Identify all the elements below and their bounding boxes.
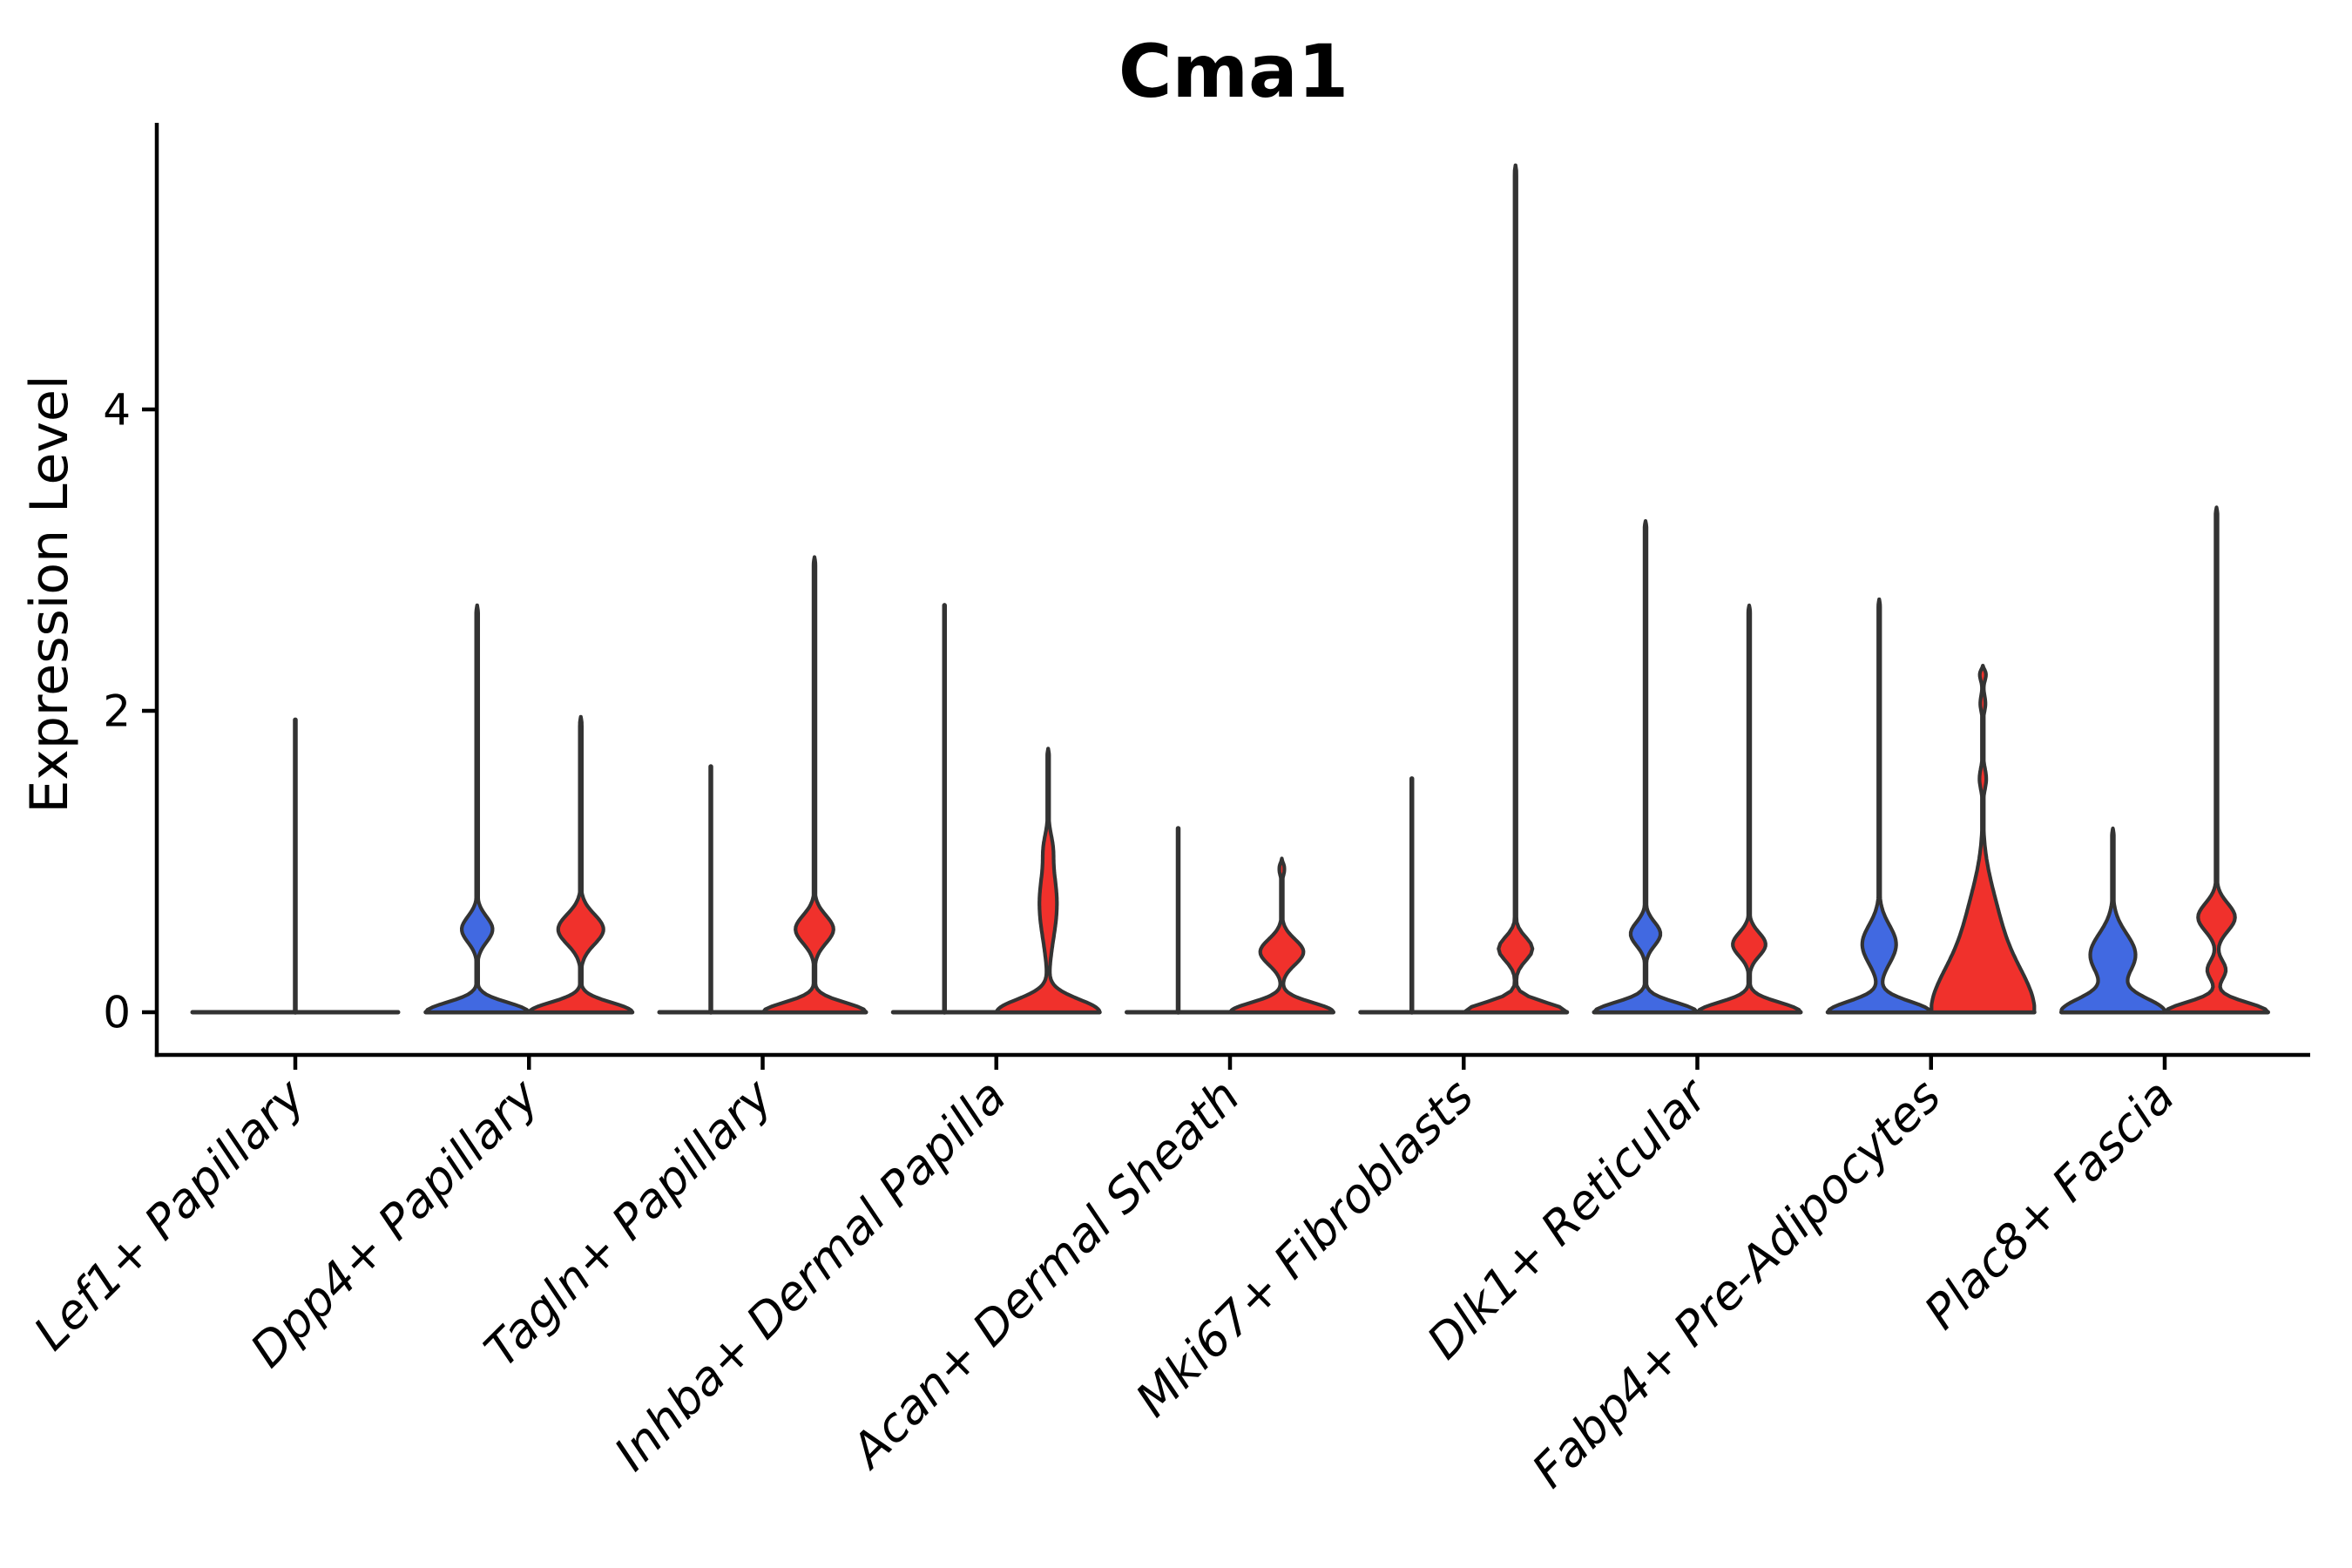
violin-body-red [1695,603,1803,1015]
violin-body-red [1228,856,1335,1015]
x-category-label: Acan+ Dermal Sheath [839,1069,1250,1480]
violin-body-blue [1826,597,1933,1015]
violin-body-red [1930,664,2037,1015]
violin-body-red [527,714,634,1015]
violin-body-red [995,747,1102,1015]
violin-body-blue [1592,518,1700,1015]
violin-body-blue [2059,826,2166,1015]
y-tick-label: 0 [103,988,131,1038]
violin-body-red [760,555,868,1015]
violin-body-blue [423,603,531,1015]
y-tick-label: 4 [103,385,131,436]
chart-title: Cma1 [1118,29,1349,114]
violin-body-red [1462,163,1569,1015]
violin-body-red [2163,505,2270,1015]
y-tick-label: 2 [103,686,131,737]
x-category-label: Inhba+ Dermal Papilla [604,1069,1017,1482]
x-category-label: Plac8+ Fascia [1914,1069,2185,1340]
x-category-label: Fabp4+ Pre-Adipocytes [1522,1069,1951,1498]
